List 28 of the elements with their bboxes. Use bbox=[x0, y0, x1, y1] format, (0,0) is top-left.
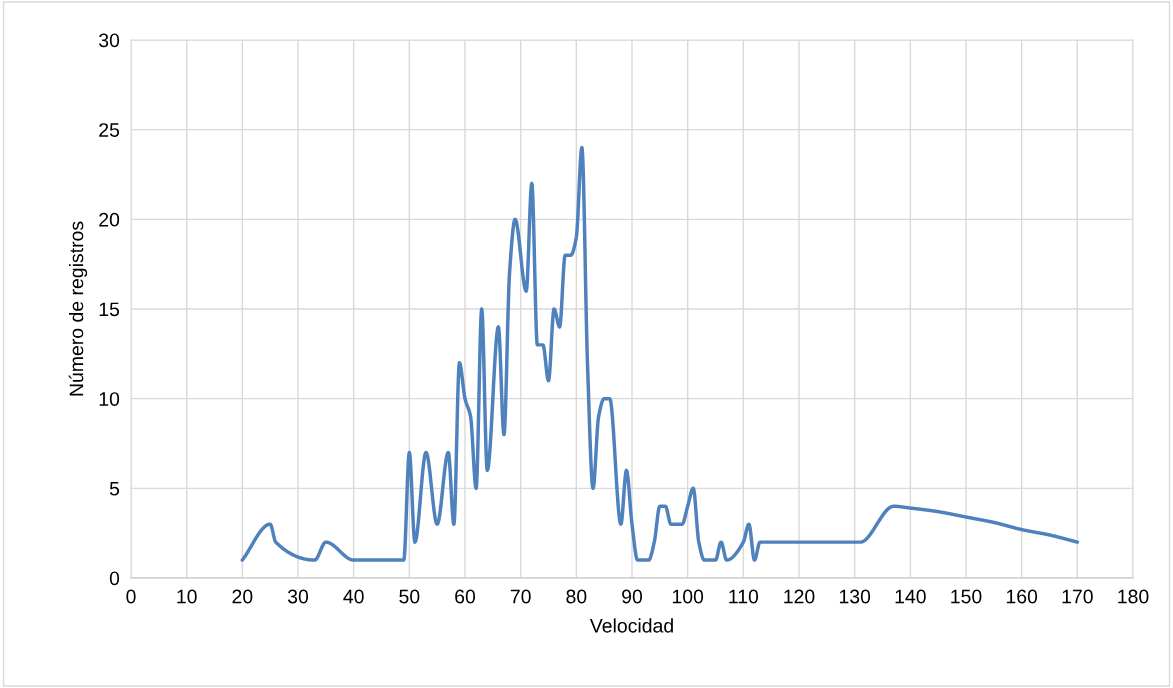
x-tick-label: 70 bbox=[510, 589, 531, 604]
y-tick-label: 15 bbox=[99, 302, 120, 317]
x-tick-label: 20 bbox=[232, 589, 253, 604]
x-tick-label: 140 bbox=[895, 589, 926, 604]
y-axis-title: Número de registros bbox=[68, 221, 88, 396]
x-tick-label: 80 bbox=[566, 589, 587, 604]
x-tick-label: 50 bbox=[399, 589, 420, 604]
y-tick-label: 0 bbox=[109, 571, 120, 586]
x-tick-label: 60 bbox=[455, 589, 476, 604]
y-tick-label: 25 bbox=[99, 123, 120, 137]
x-tick-label: 100 bbox=[672, 589, 704, 604]
x-tick-label: 150 bbox=[951, 589, 982, 604]
y-tick-label: 10 bbox=[99, 392, 120, 406]
x-tick-label: 0 bbox=[126, 589, 136, 604]
y-tick-label: 20 bbox=[99, 212, 120, 227]
x-tick-label: 90 bbox=[622, 589, 643, 604]
x-tick-label: 130 bbox=[839, 589, 871, 604]
x-tick-label: 10 bbox=[177, 589, 197, 604]
x-tick-label: 180 bbox=[1118, 589, 1149, 604]
x-tick-label: 40 bbox=[343, 589, 364, 604]
x-tick-label: 120 bbox=[784, 589, 815, 604]
y-tick-label: 30 bbox=[99, 33, 120, 48]
x-axis-title: Velocidad bbox=[589, 618, 673, 633]
x-tick-label: 170 bbox=[1062, 589, 1093, 604]
y-tick-label: 5 bbox=[109, 482, 120, 496]
x-tick-label: 30 bbox=[287, 589, 309, 604]
x-tick-label: 160 bbox=[1006, 589, 1038, 604]
x-tick-label: 110 bbox=[729, 589, 759, 604]
